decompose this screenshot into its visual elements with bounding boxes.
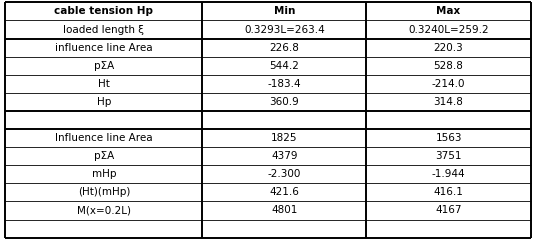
Text: 4379: 4379 [271,151,297,161]
Text: -214.0: -214.0 [432,79,465,89]
Text: 544.2: 544.2 [270,61,299,71]
Text: Influence line Area: Influence line Area [55,133,153,143]
Text: mHp: mHp [92,169,116,179]
Text: 220.3: 220.3 [434,43,464,53]
Text: cable tension Hp: cable tension Hp [54,6,153,17]
Text: -1.944: -1.944 [432,169,465,179]
Text: 421.6: 421.6 [270,187,299,197]
Text: M(x=0.2L): M(x=0.2L) [77,205,131,216]
Text: Hp: Hp [96,97,111,107]
Text: 416.1: 416.1 [434,187,464,197]
Text: pΣA: pΣA [94,61,114,71]
Text: 0.3240L=259.2: 0.3240L=259.2 [408,24,489,35]
Text: 360.9: 360.9 [270,97,299,107]
Text: loaded length ξ: loaded length ξ [63,24,144,35]
Text: 1563: 1563 [435,133,462,143]
Text: 226.8: 226.8 [270,43,299,53]
Text: -2.300: -2.300 [267,169,301,179]
Text: (Ht)(mHp): (Ht)(mHp) [78,187,130,197]
Text: 0.3293L=263.4: 0.3293L=263.4 [244,24,325,35]
Text: -183.4: -183.4 [267,79,301,89]
Text: Ht: Ht [98,79,110,89]
Text: 1825: 1825 [271,133,297,143]
Text: 314.8: 314.8 [434,97,464,107]
Text: 4167: 4167 [435,205,462,216]
Text: Min: Min [274,6,295,17]
Text: Max: Max [436,6,460,17]
Text: 3751: 3751 [435,151,462,161]
Text: 528.8: 528.8 [434,61,464,71]
Text: influence line Area: influence line Area [55,43,153,53]
Text: 4801: 4801 [271,205,297,216]
Text: pΣA: pΣA [94,151,114,161]
